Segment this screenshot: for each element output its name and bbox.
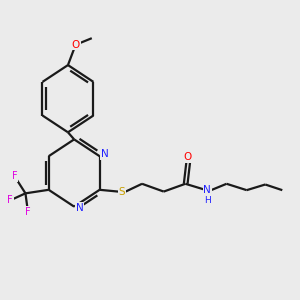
Text: H: H (204, 196, 211, 205)
Text: F: F (12, 171, 17, 182)
Text: N: N (203, 185, 211, 195)
Text: F: F (7, 195, 13, 206)
Text: S: S (118, 187, 125, 196)
Text: N: N (101, 149, 109, 159)
Text: F: F (25, 207, 31, 217)
Text: O: O (184, 152, 192, 162)
Text: O: O (72, 40, 80, 50)
Text: N: N (76, 203, 84, 213)
